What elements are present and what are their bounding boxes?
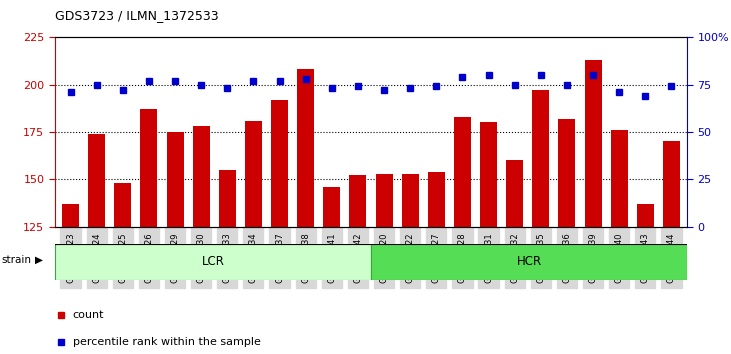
Bar xyxy=(480,122,497,227)
Bar xyxy=(62,204,79,227)
Text: ▶: ▶ xyxy=(35,255,43,265)
Bar xyxy=(167,132,183,227)
Bar xyxy=(610,130,628,227)
Bar xyxy=(349,176,366,227)
Bar xyxy=(298,69,314,227)
Bar xyxy=(663,141,680,227)
Bar xyxy=(585,60,602,227)
Text: LCR: LCR xyxy=(202,256,224,268)
Bar xyxy=(532,90,549,227)
Bar xyxy=(323,187,341,227)
Bar xyxy=(558,119,575,227)
Bar xyxy=(454,117,471,227)
Text: percentile rank within the sample: percentile rank within the sample xyxy=(72,337,260,347)
Bar xyxy=(428,172,444,227)
Text: count: count xyxy=(72,310,104,320)
Text: GDS3723 / ILMN_1372533: GDS3723 / ILMN_1372533 xyxy=(55,9,219,22)
Bar xyxy=(371,244,687,280)
Bar xyxy=(271,100,288,227)
Bar xyxy=(140,109,157,227)
Bar xyxy=(193,126,210,227)
Bar xyxy=(376,173,393,227)
Bar xyxy=(401,173,419,227)
Bar xyxy=(55,244,371,280)
Bar xyxy=(506,160,523,227)
Text: strain: strain xyxy=(1,255,31,265)
Bar xyxy=(219,170,236,227)
Bar xyxy=(245,120,262,227)
Text: HCR: HCR xyxy=(517,256,542,268)
Bar xyxy=(88,134,105,227)
Bar xyxy=(114,183,132,227)
Bar xyxy=(637,204,654,227)
